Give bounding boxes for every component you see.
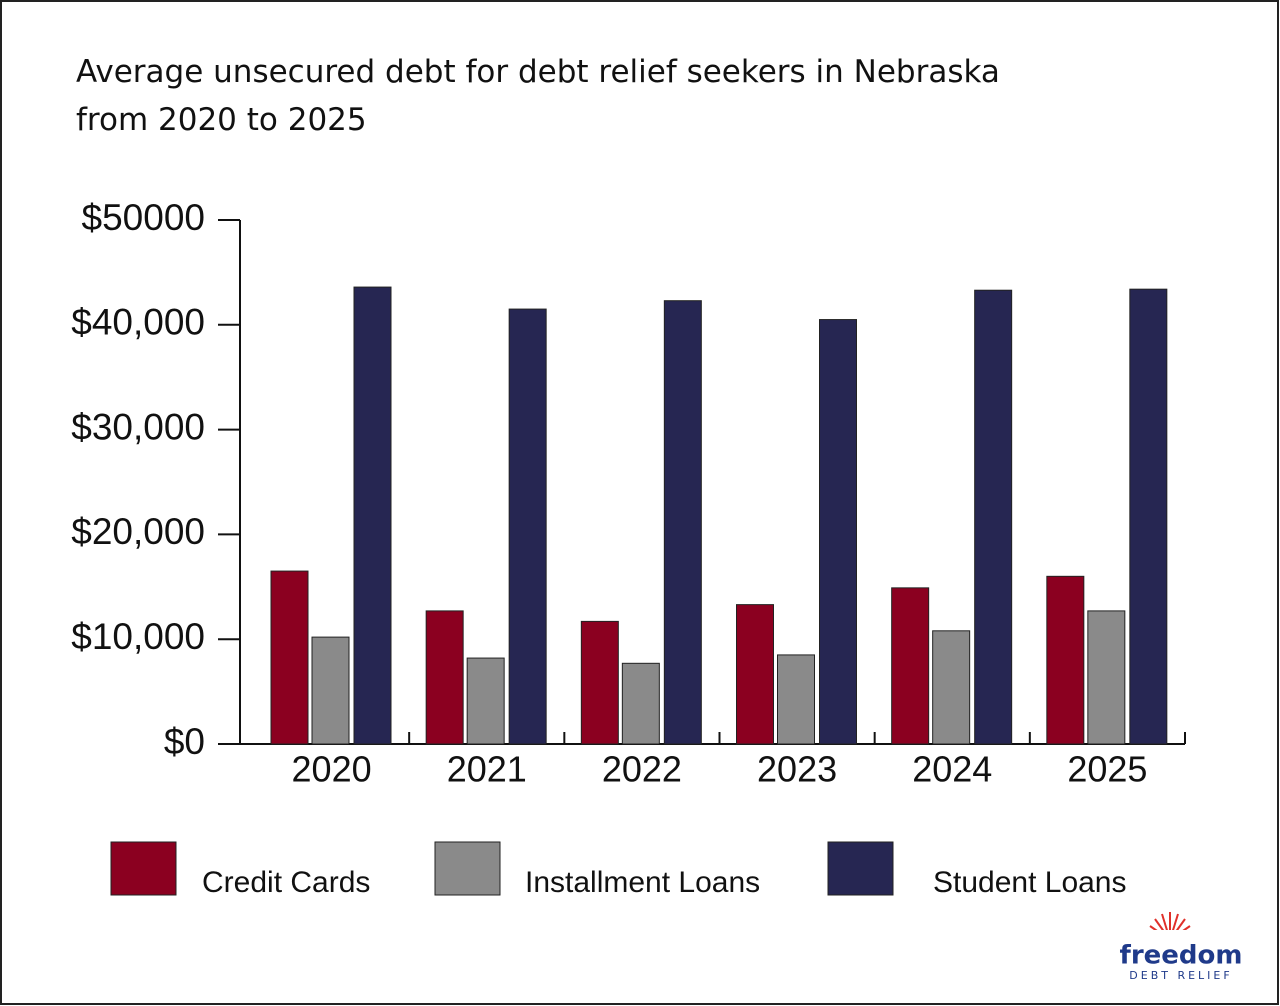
y-tick-label: $20,000 <box>71 511 205 552</box>
legend-swatch <box>110 841 177 896</box>
logo-name: freedom <box>1120 941 1243 971</box>
chart-title: from 2020 to 2025 <box>76 102 367 138</box>
logo-tagline: DEBT RELIEF <box>1129 969 1232 982</box>
bar <box>777 654 815 745</box>
bar <box>270 570 309 745</box>
x-tick-label: 2022 <box>602 749 682 790</box>
y-tick-label: $40,000 <box>71 302 205 343</box>
bar <box>425 610 464 745</box>
y-tick-label: $30,000 <box>71 406 205 447</box>
bar <box>736 604 774 745</box>
x-tick-label: 2021 <box>447 749 527 790</box>
bar <box>580 620 619 745</box>
chart-title: Average unsecured debt for debt relief s… <box>76 54 1000 90</box>
legend-swatch <box>434 841 501 896</box>
y-tick-label: $0 <box>164 721 205 762</box>
legend-label: Credit Cards <box>202 866 370 899</box>
bar <box>508 308 547 745</box>
bar <box>621 662 660 745</box>
bar <box>353 286 392 745</box>
bar <box>819 319 857 745</box>
bar <box>1129 288 1168 745</box>
bar <box>891 587 930 745</box>
x-tick-label: 2025 <box>1067 749 1147 790</box>
bar <box>663 300 702 745</box>
legend-swatch <box>827 841 894 896</box>
bar <box>974 289 1013 745</box>
y-tick-label: $10,000 <box>71 616 205 657</box>
bar <box>1087 610 1126 745</box>
bar <box>1046 575 1085 745</box>
y-tick-label: $50000 <box>82 197 205 238</box>
x-tick-label: 2024 <box>912 749 992 790</box>
bar <box>932 630 971 745</box>
legend-label: Installment Loans <box>525 866 760 899</box>
x-tick-label: 2020 <box>292 749 372 790</box>
logo: freedom DEBT RELIEF <box>1120 912 1243 982</box>
x-tick-label: 2023 <box>757 749 837 790</box>
bar <box>466 657 505 745</box>
bar <box>311 636 350 745</box>
legend-label: Student Loans <box>933 866 1127 899</box>
logo-mask <box>1140 930 1202 942</box>
